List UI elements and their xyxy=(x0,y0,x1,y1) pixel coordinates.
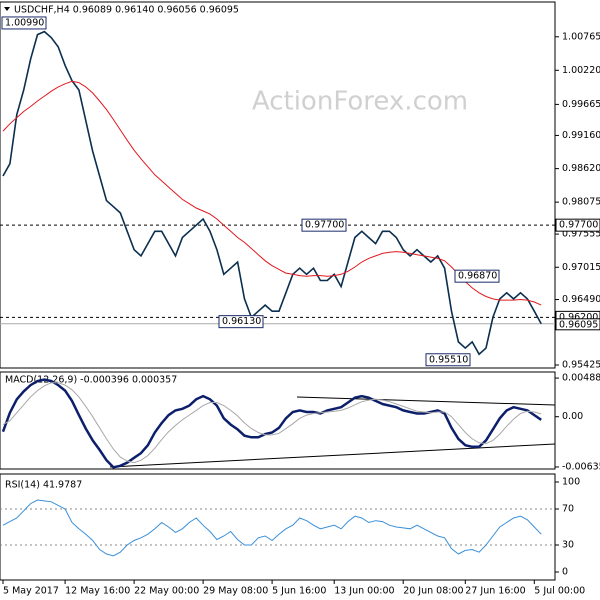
y-tick-label: 1.00765 xyxy=(562,31,600,42)
y-tick-label: 100 xyxy=(562,477,580,488)
level-label: 0.96200 xyxy=(559,312,598,323)
title-marker xyxy=(4,7,10,11)
y-tick-label: 0.96490 xyxy=(562,294,600,305)
y-tick-label: 0.00 xyxy=(562,411,583,422)
annotation-label: 0.96130 xyxy=(222,316,261,327)
series-line xyxy=(2,80,542,306)
annotation-box xyxy=(1,16,47,30)
last-price-box xyxy=(555,318,600,331)
annotation-label: 0.97700 xyxy=(305,220,344,231)
series-line xyxy=(2,30,542,356)
annotation-label: 0.96870 xyxy=(458,271,497,282)
x-tick-label: 22 May 00:00 xyxy=(134,586,199,597)
level-box xyxy=(555,218,600,232)
x-tick-label: 5 May 2017 xyxy=(3,586,59,597)
watermark: ActionForex.com xyxy=(252,87,468,117)
y-tick-label: 0.98075 xyxy=(562,197,600,208)
y-tick-label: 0.99160 xyxy=(562,130,600,141)
level-label: 0.97700 xyxy=(559,220,598,231)
x-tick-label: 29 May 08:00 xyxy=(203,586,268,597)
annotation-box xyxy=(425,353,471,367)
macd-title: MACD(12,26,9) -0.000396 0.000357 xyxy=(5,375,177,386)
y-tick-label: 0.98620 xyxy=(562,163,600,174)
y-tick-label: -0.006354 xyxy=(562,461,600,472)
series-line xyxy=(2,499,542,557)
y-tick-label: 0.97015 xyxy=(562,262,600,273)
annotation-label: 1.00990 xyxy=(5,17,44,28)
series-line xyxy=(2,382,542,464)
annotation-box xyxy=(301,218,347,232)
trend-line xyxy=(296,396,556,406)
x-tick-label: 12 May 16:00 xyxy=(65,586,130,597)
price-panel xyxy=(0,1,556,369)
rsi-panel xyxy=(0,473,556,581)
y-tick-label: 0.99665 xyxy=(562,99,600,110)
y-tick-label: 0.97555 xyxy=(562,229,600,240)
y-tick-label: 0.004883 xyxy=(562,373,600,384)
rsi-title: RSI(14) 41.9787 xyxy=(5,480,82,491)
last-price-label: 0.96095 xyxy=(559,319,598,330)
annotation-box xyxy=(454,269,500,283)
y-tick-label: 30 xyxy=(562,539,574,550)
y-tick-label: 70 xyxy=(562,504,574,515)
x-tick-label: 20 Jun 08:00 xyxy=(403,586,463,597)
y-tick-label: 0 xyxy=(562,566,568,577)
annotation-label: 0.95510 xyxy=(429,354,468,365)
series-line xyxy=(1,378,542,469)
trend-line xyxy=(109,443,556,468)
x-tick-label: 5 Jul 00:00 xyxy=(534,586,585,597)
y-tick-label: 1.00220 xyxy=(562,65,600,76)
y-tick-label: 0.95425 xyxy=(562,359,600,370)
x-tick-label: 27 Jun 16:00 xyxy=(465,586,525,597)
macd-panel xyxy=(0,371,556,470)
annotation-box xyxy=(218,315,264,329)
chart-title: USDCHF,H4 0.96089 0.96140 0.96056 0.9609… xyxy=(14,5,239,16)
x-tick-label: 5 Jun 16:00 xyxy=(272,586,326,597)
x-tick-label: 13 Jun 00:00 xyxy=(334,586,394,597)
